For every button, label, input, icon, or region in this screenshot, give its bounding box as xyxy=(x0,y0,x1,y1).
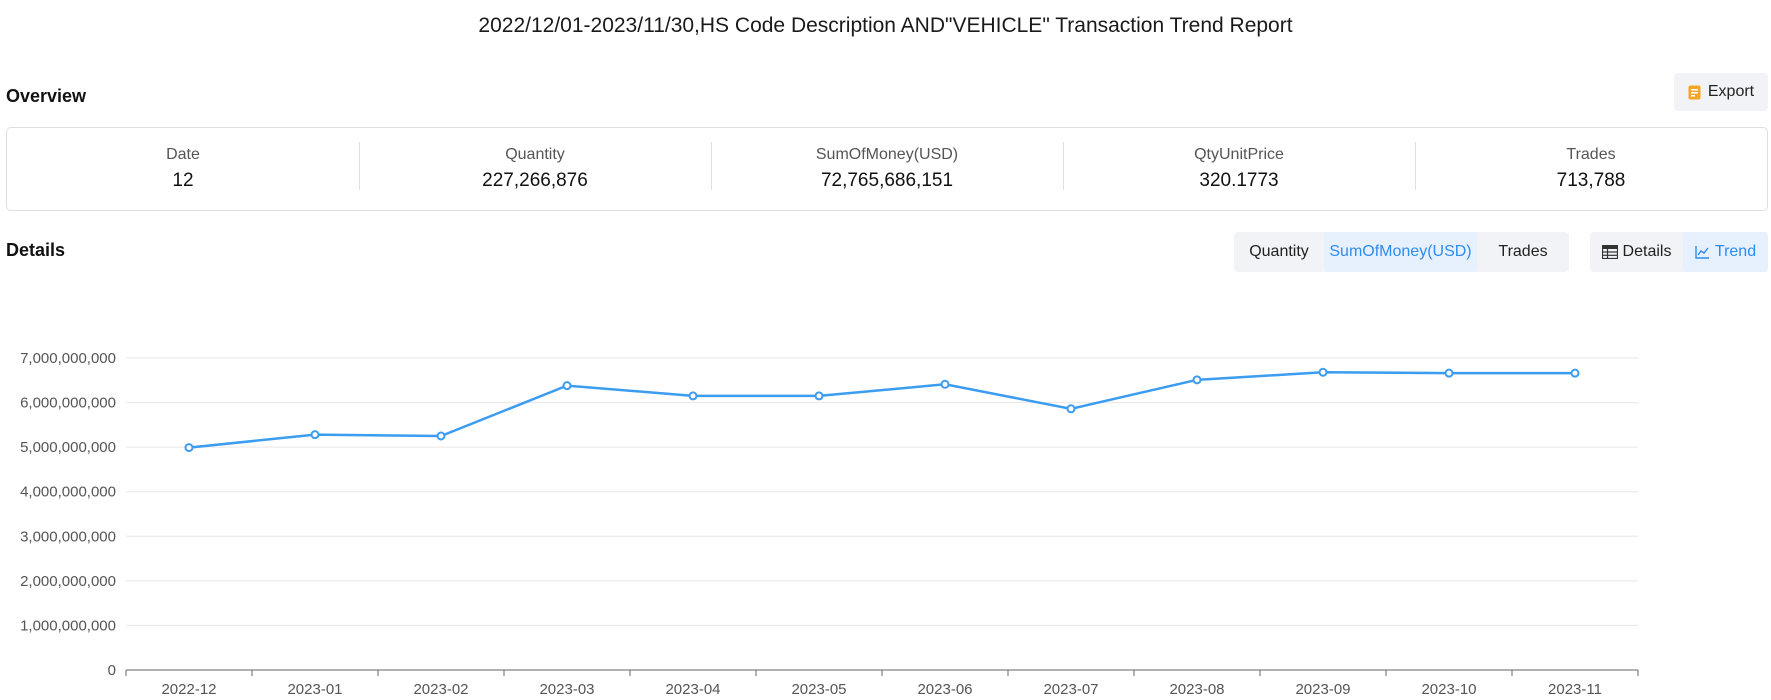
stat-value: 227,266,876 xyxy=(482,170,588,191)
data-point[interactable] xyxy=(436,431,446,441)
x-tick-label: 2023-02 xyxy=(413,681,468,698)
data-point[interactable] xyxy=(1444,368,1454,378)
stat-label: SumOfMoney(USD) xyxy=(815,146,959,163)
data-point[interactable] xyxy=(310,430,320,440)
data-point[interactable] xyxy=(1318,367,1328,377)
y-tick-label: 6,000,000,000 xyxy=(20,395,116,412)
stat-value: 713,788 xyxy=(1556,170,1626,191)
tab-details-label: Details xyxy=(1622,243,1672,260)
tab-details-view[interactable]: Details xyxy=(1590,232,1683,272)
x-tick-label: 2023-10 xyxy=(1421,681,1476,698)
export-file-icon xyxy=(1688,85,1701,99)
stat-label: Date xyxy=(166,146,200,163)
x-tick-label: 2023-08 xyxy=(1169,681,1224,698)
export-label: Export xyxy=(1707,83,1755,100)
stat-label: QtyUnitPrice xyxy=(1194,146,1284,163)
tab-sum-of-money[interactable]: SumOfMoney(USD) xyxy=(1324,232,1477,272)
data-point[interactable] xyxy=(184,443,194,453)
x-tick-label: 2022-12 xyxy=(161,681,216,698)
x-tick-label: 2023-03 xyxy=(539,681,594,698)
x-tick-label: 2023-06 xyxy=(917,681,972,698)
view-selector: Details Trend xyxy=(1590,232,1768,272)
x-tick-label: 2023-04 xyxy=(665,681,720,698)
x-tick-label: 2023-07 xyxy=(1043,681,1098,698)
data-point[interactable] xyxy=(814,391,824,401)
y-tick-label: 1,000,000,000 xyxy=(20,617,116,634)
stat-value: 320.1773 xyxy=(1199,170,1279,191)
x-tick-label: 2023-05 xyxy=(791,681,846,698)
stat-value: 72,765,686,151 xyxy=(820,170,954,191)
details-title: Details xyxy=(6,240,66,260)
stat-trades: Trades 713,788 xyxy=(1415,128,1767,210)
stat-date: Date 12 xyxy=(7,128,359,210)
data-point[interactable] xyxy=(1066,404,1076,414)
data-point[interactable] xyxy=(940,379,950,389)
metric-selector: Quantity SumOfMoney(USD) Trades xyxy=(1234,232,1569,272)
overview-stats: Date 12 Quantity 227,266,876 SumOfMoney(… xyxy=(6,127,1768,211)
x-tick-label: 2023-09 xyxy=(1295,681,1350,698)
stat-qty-unit-price: QtyUnitPrice 320.1773 xyxy=(1063,128,1415,210)
tab-trades[interactable]: Trades xyxy=(1498,243,1548,260)
data-point[interactable] xyxy=(1192,375,1202,385)
stat-quantity: Quantity 227,266,876 xyxy=(359,128,711,210)
tab-trend-view[interactable]: Trend xyxy=(1683,232,1768,272)
series-line xyxy=(188,371,1575,449)
y-tick-label: 4,000,000,000 xyxy=(20,484,116,501)
x-tick-label: 2023-11 xyxy=(1548,681,1602,698)
x-tick-label: 2023-01 xyxy=(287,681,342,698)
data-point[interactable] xyxy=(1570,368,1580,378)
table-icon xyxy=(1601,245,1618,259)
tab-trend-label: Trend xyxy=(1714,243,1757,260)
y-tick-label: 7,000,000,000 xyxy=(20,350,116,367)
report-title: 2022/12/01-2023/11/30,HS Code Descriptio… xyxy=(478,14,1293,37)
export-button[interactable]: Export xyxy=(1674,73,1768,111)
y-tick-label: 2,000,000,000 xyxy=(20,573,116,590)
stat-label: Trades xyxy=(1566,146,1616,163)
y-tick-label: 3,000,000,000 xyxy=(20,528,116,545)
line-chart-icon xyxy=(1695,246,1709,259)
trend-chart: 0 1,000,000,000 2,000,000,000 3,000,000,000… xyxy=(20,350,1639,698)
overview-title: Overview xyxy=(6,86,87,106)
data-point[interactable] xyxy=(562,381,572,391)
tab-quantity[interactable]: Quantity xyxy=(1249,243,1309,260)
stat-label: Quantity xyxy=(505,146,565,163)
stat-sum-of-money: SumOfMoney(USD) 72,765,686,151 xyxy=(711,128,1063,210)
data-point[interactable] xyxy=(688,391,698,401)
y-tick-label: 5,000,000,000 xyxy=(20,439,116,456)
y-tick-label: 0 xyxy=(108,662,116,679)
stat-value: 12 xyxy=(172,170,194,191)
